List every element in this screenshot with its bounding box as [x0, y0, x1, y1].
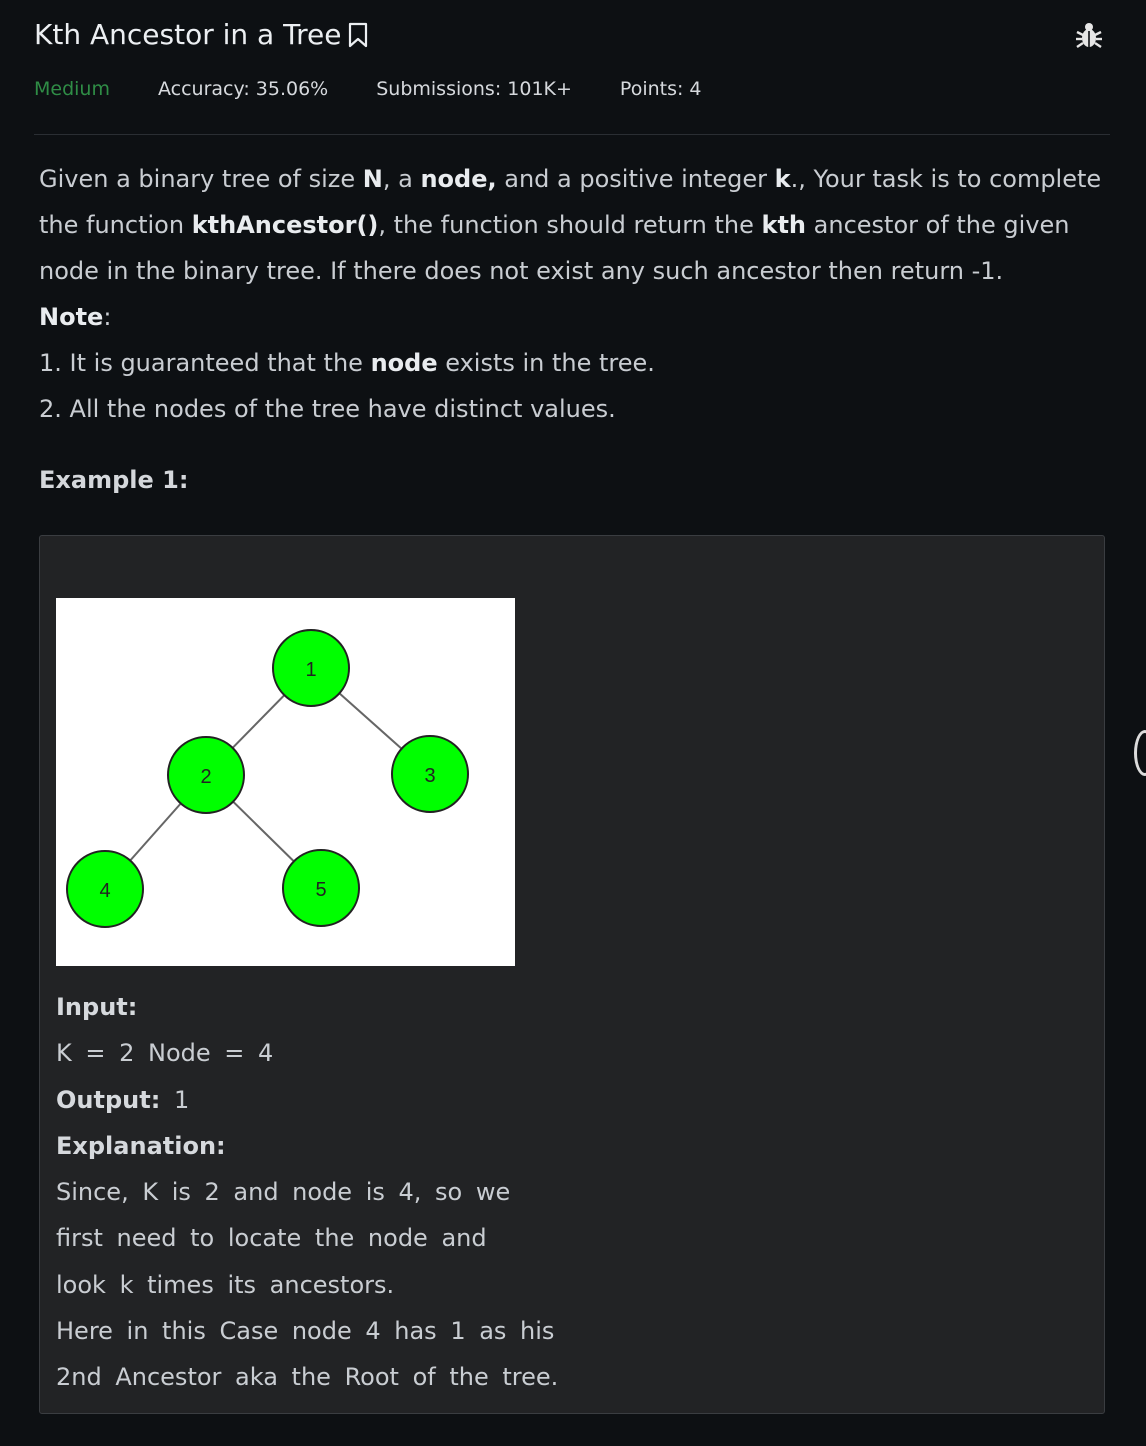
explanation-line: Since, K is 2 and node is 4, so we — [56, 1178, 511, 1207]
desc-text: Given a binary tree of size — [39, 165, 363, 193]
note-item-1: 1. It is guaranteed that the node exists… — [39, 340, 1109, 386]
example-box: 1 2 3 4 5 Input: K = 2 Node = 4 Output: … — [39, 535, 1105, 1414]
explanation-label-text: Explanation: — [56, 1131, 226, 1160]
note-text: exists in the tree. — [437, 349, 655, 377]
description-paragraph: Given a binary tree of size N, a node, a… — [39, 156, 1109, 294]
tree-node: 3 — [391, 735, 469, 813]
tree-node-label: 1 — [305, 659, 316, 681]
note-heading: Note: — [39, 294, 1109, 340]
problem-description: Given a binary tree of size N, a node, a… — [39, 156, 1109, 432]
tree-node-label: 3 — [424, 765, 435, 787]
note-bold-node: node — [370, 349, 438, 377]
problem-header: Kth Ancestor in a Tree Medium Accuracy: … — [34, 14, 1110, 135]
input-value: K = 2 Node = 4 — [56, 1039, 274, 1068]
difficulty-badge: Medium — [34, 78, 110, 100]
tree-node: 2 — [167, 736, 245, 814]
desc-text: , a — [382, 165, 421, 193]
tree-node-label: 2 — [200, 766, 211, 788]
explanation-line: look k times its ancestors. — [56, 1270, 395, 1299]
note-item-2: 2. All the nodes of the tree have distin… — [39, 395, 616, 423]
example-text: Input: K = 2 Node = 4 Output: 1 Explanat… — [56, 984, 596, 1401]
tree-node: 5 — [282, 849, 360, 927]
explanation-label: Explanation: — [56, 1123, 596, 1169]
problem-title-text: Kth Ancestor in a Tree — [34, 18, 342, 51]
tree-node: 1 — [272, 629, 350, 707]
desc-bold-kth: kth — [761, 211, 807, 239]
explanation-line: first need to locate the node and — [56, 1224, 487, 1253]
explanation-line: 2nd Ancestor aka the Root of the tree. — [56, 1363, 559, 1392]
desc-text: ., Your task is to complete the function — [39, 165, 1102, 239]
points-stat: Points: 4 — [619, 78, 702, 100]
accuracy-stat: Accuracy: 35.06% — [157, 78, 329, 100]
bug-report-icon[interactable] — [1074, 20, 1104, 50]
note-text: 1. It is guaranteed that the — [39, 349, 371, 377]
tree-diagram: 1 2 3 4 5 — [56, 598, 515, 966]
scroll-handle[interactable] — [1134, 730, 1146, 776]
desc-bold-n: N — [362, 165, 383, 193]
desc-bold-function: kthAncestor() — [191, 211, 379, 239]
output-label: Output: — [56, 1085, 161, 1114]
output-value: 1 — [173, 1085, 190, 1114]
tree-node-label: 5 — [315, 879, 326, 901]
desc-text: and a positive integer — [496, 165, 775, 193]
desc-text: ancestor of the given node in the binary… — [39, 211, 1070, 285]
example-title: Example 1: — [39, 466, 189, 494]
output-line: Output: 1 — [56, 1077, 596, 1123]
tree-node-label: 4 — [99, 880, 110, 902]
note-colon: : — [103, 303, 112, 331]
tree-node: 4 — [66, 850, 144, 928]
desc-bold-k: k — [774, 165, 791, 193]
submissions-stat: Submissions: 101K+ — [376, 78, 572, 100]
input-label-text: Input: — [56, 993, 138, 1021]
problem-meta: Medium Accuracy: 35.06% Submissions: 101… — [34, 78, 702, 100]
desc-bold-node: node, — [420, 165, 497, 193]
input-label: Input: — [56, 984, 596, 1030]
problem-title: Kth Ancestor in a Tree — [34, 18, 369, 51]
bookmark-icon[interactable] — [347, 22, 369, 48]
explanation-line: Here in this Case node 4 has 1 as his — [56, 1317, 555, 1346]
desc-text: , the function should return the — [378, 211, 762, 239]
note-label: Note — [39, 303, 104, 331]
